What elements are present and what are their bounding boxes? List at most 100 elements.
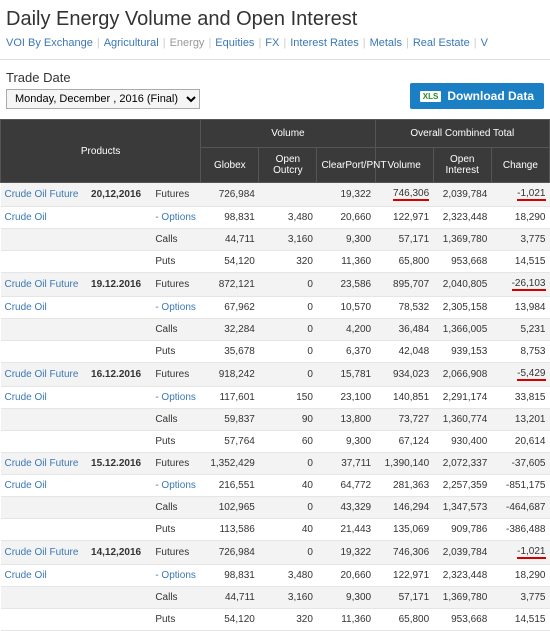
cell-globex: 54,120 xyxy=(201,609,259,631)
type-cell[interactable]: - Options xyxy=(151,565,200,587)
cell-chg: -851,175 xyxy=(491,475,549,497)
tab-voi-by-exchange[interactable]: VOI By Exchange xyxy=(6,37,93,49)
cell-chg: -5,429 xyxy=(491,363,549,387)
type-cell: Puts xyxy=(151,431,200,453)
table-row: Calls32,28404,20036,4841,366,0055,231 xyxy=(1,319,550,341)
product-cell[interactable]: Crude Oil Future xyxy=(1,541,88,565)
product-cell[interactable]: Crude Oil xyxy=(1,475,88,497)
date-cell xyxy=(87,251,151,273)
type-cell: Puts xyxy=(151,251,200,273)
date-cell: 16.12.2016 xyxy=(87,363,151,387)
cell-clearport: 21,443 xyxy=(317,519,375,541)
product-cell[interactable]: Crude Oil Future xyxy=(1,273,88,297)
date-cell xyxy=(87,341,151,363)
table-row: Puts113,5864021,443135,069909,786-386,48… xyxy=(1,519,550,541)
tab-real-estate[interactable]: Real Estate xyxy=(413,37,470,49)
type-cell[interactable]: - Options xyxy=(151,297,200,319)
type-cell: Futures xyxy=(151,363,200,387)
cell-vol: 1,390,140 xyxy=(375,453,433,475)
cell-oi: 2,305,158 xyxy=(433,297,491,319)
col-products: Products xyxy=(1,120,201,183)
cell-oi: 2,072,337 xyxy=(433,453,491,475)
table-row: Crude Oil Future16.12.2016Futures918,242… xyxy=(1,363,550,387)
cell-clearport: 20,660 xyxy=(317,565,375,587)
product-cell[interactable]: Crude Oil Future xyxy=(1,183,88,207)
type-cell: Calls xyxy=(151,587,200,609)
type-cell[interactable]: - Options xyxy=(151,387,200,409)
cell-vol: 73,727 xyxy=(375,409,433,431)
product-cell xyxy=(1,409,88,431)
product-cell[interactable]: Crude Oil xyxy=(1,565,88,587)
product-cell[interactable]: Crude Oil xyxy=(1,297,88,319)
xls-icon: XLS xyxy=(420,91,442,102)
tab-agricultural[interactable]: Agricultural xyxy=(104,37,159,49)
product-cell[interactable]: Crude Oil Future xyxy=(1,453,88,475)
date-cell xyxy=(87,497,151,519)
cell-globex: 918,242 xyxy=(201,363,259,387)
cell-oi: 2,039,784 xyxy=(433,183,491,207)
cell-outcry: 0 xyxy=(259,273,317,297)
cell-globex: 98,831 xyxy=(201,207,259,229)
col-open-interest: Open Interest xyxy=(433,148,491,183)
table-row: Puts54,12032011,36065,800953,66814,515 xyxy=(1,609,550,631)
cell-vol: 57,171 xyxy=(375,229,433,251)
product-cell xyxy=(1,229,88,251)
cell-globex: 35,678 xyxy=(201,341,259,363)
tab-energy[interactable]: Energy xyxy=(170,37,205,49)
cell-oi: 953,668 xyxy=(433,609,491,631)
product-cell xyxy=(1,251,88,273)
cell-outcry: 3,480 xyxy=(259,207,317,229)
cell-vol: 122,971 xyxy=(375,565,433,587)
type-cell: Puts xyxy=(151,341,200,363)
page-title: Daily Energy Volume and Open Interest xyxy=(6,8,544,31)
trade-date-select[interactable]: Monday, December , 2016 (Final) xyxy=(6,89,200,109)
tab-metals[interactable]: Metals xyxy=(370,37,402,49)
tab-equities[interactable]: Equities xyxy=(215,37,254,49)
table-row: Puts54,12032011,36065,800953,66814,515 xyxy=(1,251,550,273)
cell-chg: 18,290 xyxy=(491,207,549,229)
cell-globex: 54,120 xyxy=(201,251,259,273)
cell-clearport: 43,329 xyxy=(317,497,375,519)
cell-outcry: 0 xyxy=(259,297,317,319)
cell-globex: 726,984 xyxy=(201,183,259,207)
trade-date-label: Trade Date xyxy=(6,70,200,85)
cell-outcry: 40 xyxy=(259,475,317,497)
type-cell[interactable]: - Options xyxy=(151,475,200,497)
cell-oi: 2,039,784 xyxy=(433,541,491,565)
tab-v[interactable]: V xyxy=(481,37,488,49)
cell-outcry: 0 xyxy=(259,341,317,363)
tab-fx[interactable]: FX xyxy=(265,37,279,49)
product-cell[interactable]: Crude Oil xyxy=(1,207,88,229)
cell-oi: 2,257,359 xyxy=(433,475,491,497)
cell-vol: 65,800 xyxy=(375,251,433,273)
product-cell xyxy=(1,319,88,341)
cell-vol: 934,023 xyxy=(375,363,433,387)
table-row: Calls102,965043,329146,2941,347,573-464,… xyxy=(1,497,550,519)
download-data-button[interactable]: XLS Download Data xyxy=(410,83,544,109)
cell-oi: 2,323,448 xyxy=(433,565,491,587)
cell-vol: 281,363 xyxy=(375,475,433,497)
table-row: Crude Oil Future20,12,2016Futures726,984… xyxy=(1,183,550,207)
cell-chg: 18,290 xyxy=(491,565,549,587)
type-cell: Futures xyxy=(151,453,200,475)
product-cell[interactable]: Crude Oil xyxy=(1,387,88,409)
cell-globex: 57,764 xyxy=(201,431,259,453)
cell-vol: 65,800 xyxy=(375,609,433,631)
cell-chg: 20,614 xyxy=(491,431,549,453)
type-cell[interactable]: - Options xyxy=(151,207,200,229)
cell-vol: 78,532 xyxy=(375,297,433,319)
date-cell xyxy=(87,609,151,631)
product-cell[interactable]: Crude Oil Future xyxy=(1,363,88,387)
type-cell: Puts xyxy=(151,609,200,631)
cell-clearport: 23,100 xyxy=(317,387,375,409)
date-cell xyxy=(87,207,151,229)
type-cell: Puts xyxy=(151,519,200,541)
type-cell: Calls xyxy=(151,497,200,519)
tab-interest-rates[interactable]: Interest Rates xyxy=(290,37,358,49)
col-change: Change xyxy=(491,148,549,183)
cell-outcry: 320 xyxy=(259,609,317,631)
cell-globex: 216,551 xyxy=(201,475,259,497)
cell-chg: -1,021 xyxy=(491,183,549,207)
date-cell xyxy=(87,519,151,541)
cell-oi: 2,066,908 xyxy=(433,363,491,387)
